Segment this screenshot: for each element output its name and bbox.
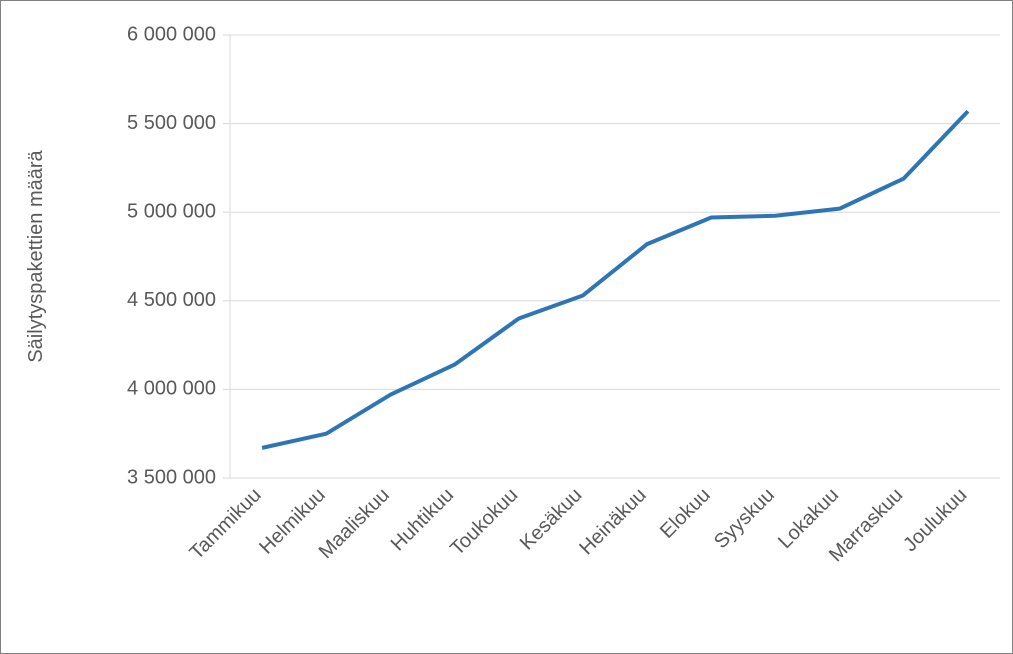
xtick-label: Syyskuu: [710, 484, 779, 553]
ytick-label: 4 000 000: [127, 378, 216, 400]
xtick-label: Joulukuu: [899, 484, 971, 556]
data-series-line: [262, 111, 968, 448]
ytick-label: 3 500 000: [127, 466, 216, 488]
xtick-label: Maaliskuu: [315, 484, 394, 563]
chart-container: 3 500 000 4 000 000 4 500 000 5 000 000 5 50…: [0, 0, 1013, 654]
ytick-label: 4 500 000: [127, 289, 216, 311]
xtick-label: Toukokuu: [446, 484, 522, 560]
ytick-label: 5 000 000: [127, 200, 216, 222]
y-axis-label: Säilytyspakettien määrä: [25, 149, 47, 362]
xtick-label: Elokuu: [656, 484, 715, 543]
line-chart: 3 500 000 4 000 000 4 500 000 5 000 000 5 50…: [0, 0, 1013, 654]
ytick-label: 6 000 000: [127, 23, 216, 45]
xtick-label: Tammikuu: [186, 484, 266, 564]
xtick-label: Heinäkuu: [575, 484, 650, 559]
ytick-label: 5 500 000: [127, 112, 216, 134]
